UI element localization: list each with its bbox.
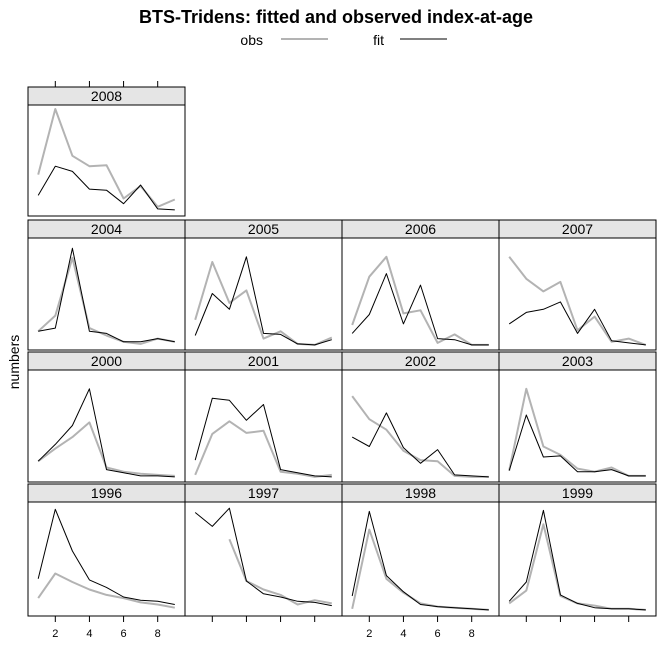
panel-1997: 1997 bbox=[184, 483, 343, 617]
strip-label-1998: 1998 bbox=[405, 485, 436, 501]
panel-frame-2008 bbox=[27, 104, 186, 217]
obs-line-2002 bbox=[351, 395, 489, 478]
strip-label-2004: 2004 bbox=[91, 221, 122, 237]
panel-2006: 2006 bbox=[341, 219, 500, 351]
panel-frame-1999 bbox=[498, 501, 657, 617]
x-tick-label: 2 bbox=[366, 628, 372, 640]
panel-frame-2003 bbox=[498, 369, 657, 483]
strip-label-2008: 2008 bbox=[91, 88, 122, 104]
panel-2001: 2001 bbox=[184, 351, 343, 483]
legend: obs fit bbox=[240, 32, 447, 48]
fit-line-2006 bbox=[351, 273, 489, 346]
panel-frame-2002 bbox=[341, 369, 500, 483]
chart-title: BTS-Tridens: fitted and observed index-a… bbox=[139, 7, 533, 27]
x-tick-label: 6 bbox=[121, 628, 127, 640]
obs-line-2008 bbox=[37, 108, 176, 208]
strip-label-1996: 1996 bbox=[91, 485, 122, 501]
panel-frame-1997 bbox=[184, 501, 343, 617]
panel-2007: 2007 bbox=[498, 219, 657, 351]
fit-line-2002 bbox=[351, 412, 489, 478]
panel-2008: 2008 bbox=[27, 86, 186, 217]
strip-label-2007: 2007 bbox=[562, 221, 593, 237]
strip-label-2001: 2001 bbox=[248, 353, 279, 369]
fit-line-1996 bbox=[37, 508, 175, 605]
obs-line-2006 bbox=[351, 255, 489, 346]
panel-1996: 1996 bbox=[27, 483, 186, 617]
panels: 2008 2004 2005 2006 2007 2000 2001 2002 2003 1996… bbox=[27, 81, 657, 640]
x-tick-label: 4 bbox=[86, 628, 92, 640]
strip-label-2006: 2006 bbox=[405, 221, 436, 237]
panel-2004: 2004 bbox=[27, 219, 186, 351]
strip-label-2003: 2003 bbox=[562, 353, 593, 369]
y-axis-label: numbers bbox=[6, 335, 22, 389]
panel-2003: 2003 bbox=[498, 351, 657, 483]
fit-line-1999 bbox=[508, 509, 646, 611]
strip-label-1997: 1997 bbox=[248, 485, 279, 501]
obs-line-2003 bbox=[508, 387, 646, 477]
strip-label-2000: 2000 bbox=[91, 353, 122, 369]
fit-line-2008 bbox=[37, 165, 175, 211]
strip-label-1999: 1999 bbox=[562, 485, 593, 501]
panel-2005: 2005 bbox=[184, 219, 343, 351]
panel-2000: 2000 bbox=[27, 351, 186, 483]
panel-frame-1998 bbox=[341, 501, 500, 617]
x-tick-label: 6 bbox=[435, 628, 441, 640]
fit-line-2005 bbox=[194, 256, 332, 346]
panel-1999: 1999 bbox=[498, 483, 657, 617]
fit-line-2003 bbox=[508, 414, 646, 477]
fit-line-1997 bbox=[194, 507, 332, 607]
obs-line-2007 bbox=[508, 256, 647, 346]
fit-line-2004 bbox=[38, 247, 175, 343]
panel-frame-2006 bbox=[341, 237, 500, 351]
fit-line-2007 bbox=[508, 301, 646, 346]
panel-1998: 1998 bbox=[341, 483, 500, 617]
obs-line-1998 bbox=[351, 528, 489, 611]
strip-label-2005: 2005 bbox=[248, 221, 279, 237]
panel-frame-2001 bbox=[184, 369, 343, 483]
x-tick-label: 2 bbox=[52, 628, 58, 640]
x-tick-label: 8 bbox=[469, 628, 475, 640]
fit-line-2000 bbox=[37, 388, 175, 478]
obs-line-1996 bbox=[37, 572, 175, 609]
legend-label-obs: obs bbox=[240, 32, 263, 48]
obs-line-2001 bbox=[194, 420, 332, 478]
panel-2002: 2002 bbox=[341, 351, 500, 483]
panel-frame-1996 bbox=[27, 501, 186, 617]
legend-label-fit: fit bbox=[373, 32, 384, 48]
x-tick-label: 4 bbox=[400, 628, 406, 640]
x-tick-label: 8 bbox=[155, 628, 161, 640]
strip-label-2002: 2002 bbox=[405, 353, 436, 369]
fit-line-1998 bbox=[351, 510, 489, 611]
obs-line-2004 bbox=[37, 256, 175, 345]
fit-line-2001 bbox=[194, 397, 332, 478]
panel-frame-2007 bbox=[498, 237, 657, 351]
